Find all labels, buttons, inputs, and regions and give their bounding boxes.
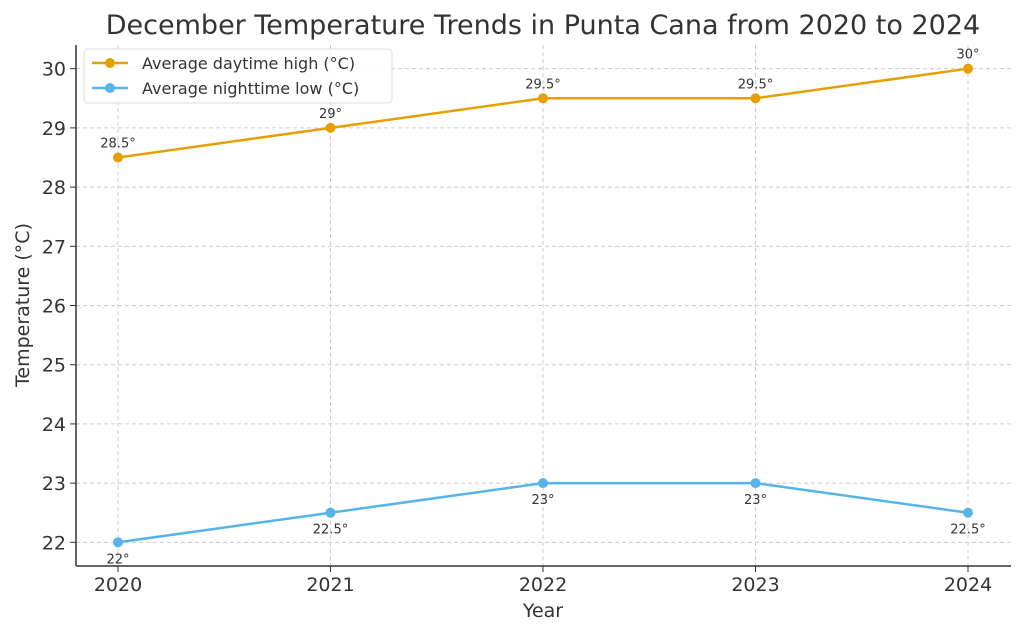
series-line: [117, 481, 969, 544]
x-tick-label: 2024: [944, 574, 992, 596]
data-label: 28.5°: [100, 136, 135, 151]
y-tick-label: 26: [42, 296, 66, 318]
data-point: [963, 63, 973, 74]
data-point: [750, 478, 761, 489]
data-point: [325, 122, 336, 133]
x-tick-label: 2023: [731, 574, 779, 596]
data-label: 23°: [531, 493, 554, 508]
legend-label: Average daytime high (°C): [142, 54, 355, 73]
data-label: 29.5°: [738, 77, 773, 92]
y-tick-label: 29: [42, 118, 66, 140]
y-axis-label: Temperature (°C): [12, 223, 34, 388]
chart-title: December Temperature Trends in Punta Can…: [106, 10, 980, 41]
data-point: [963, 507, 973, 518]
data-point: [538, 93, 548, 104]
data-point: [325, 507, 336, 518]
legend-marker: [105, 58, 115, 68]
data-label: 22.5°: [313, 523, 348, 538]
x-tick-label: 2020: [94, 574, 142, 596]
data-label: 22°: [106, 552, 129, 567]
legend: Average daytime high (°C) Average nightti…: [83, 48, 393, 104]
data-label: 30°: [956, 48, 979, 63]
legend-marker: [105, 83, 115, 93]
y-tick-label: 24: [42, 414, 66, 436]
data-label: 23°: [744, 493, 767, 508]
y-tick-label: 25: [42, 355, 66, 377]
series-group: 28.5° 29° 29.5° 29.5° 30° 22° 22.5° 23° 23° 22.5°: [100, 48, 985, 568]
x-tick-label: 2021: [306, 574, 354, 596]
data-label: 29.5°: [525, 77, 560, 92]
grid: [76, 45, 1011, 566]
y-tick-label: 23: [42, 473, 66, 495]
y-tick-label: 30: [42, 59, 66, 81]
data-label: 29°: [319, 107, 342, 122]
x-axis-label: Year: [522, 600, 563, 622]
y-tick-label: 22: [42, 532, 66, 554]
y-tick-label: 28: [42, 177, 66, 199]
data-point: [113, 152, 123, 163]
legend-label: Average nighttime low (°C): [142, 79, 359, 98]
data-point: [538, 478, 548, 489]
x-tick-label: 2022: [519, 574, 567, 596]
y-tick-label: 27: [42, 236, 66, 258]
legend-box: [83, 48, 393, 104]
data-point: [113, 537, 123, 548]
axes: 2020 2021 2022 2023 2024 22 23 24 25 26 27 28 29 30: [42, 45, 1011, 596]
data-point: [750, 93, 761, 104]
data-label: 22.5°: [950, 523, 985, 538]
